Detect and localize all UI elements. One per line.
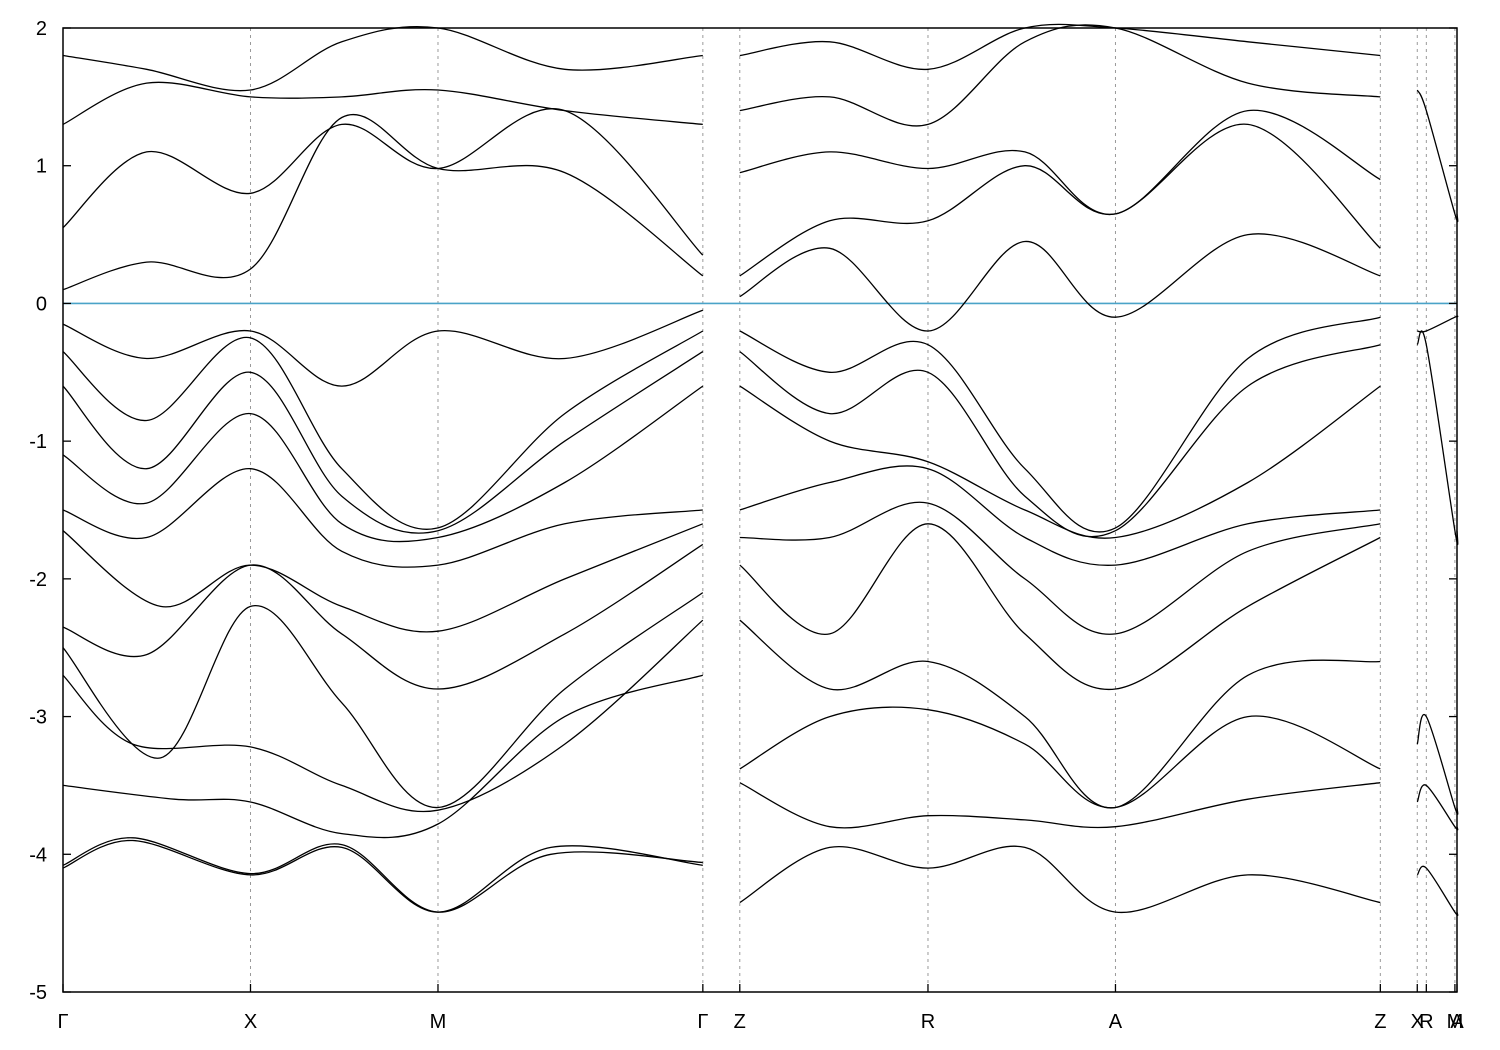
band-line	[739, 619, 1381, 809]
band-line	[62, 309, 704, 387]
band-line	[62, 468, 703, 568]
band-line	[739, 24, 1381, 127]
x-tick-label: A	[1109, 1011, 1123, 1033]
band-series	[62, 23, 1459, 917]
band-line	[62, 385, 704, 543]
band-line	[739, 845, 1381, 914]
band-line	[739, 316, 1381, 533]
x-tick-label: A	[1450, 1011, 1464, 1033]
y-tick-label: 2	[36, 18, 47, 40]
plot-frame	[62, 27, 1458, 993]
band-line	[62, 114, 704, 291]
band-line	[739, 123, 1381, 277]
band-line	[62, 674, 703, 839]
band-line	[62, 543, 704, 690]
y-tick-label: -5	[29, 982, 47, 1004]
x-tick-label: X	[1411, 1011, 1424, 1033]
x-tick-label: Γ	[697, 1011, 708, 1033]
band-line	[739, 523, 1381, 691]
band-line	[739, 465, 1381, 566]
y-tick-label: -4	[29, 844, 47, 866]
y-tick-label: 0	[36, 293, 47, 315]
x-tick-label: R	[1419, 1011, 1433, 1033]
band-line	[62, 26, 703, 92]
band-line	[62, 592, 704, 809]
band-line	[62, 81, 703, 126]
band-line	[739, 233, 1381, 332]
band-line	[62, 839, 703, 913]
band-line	[739, 344, 1381, 538]
x-tick-label: Z	[734, 1011, 746, 1033]
band-line	[62, 837, 703, 913]
band-line	[739, 501, 1381, 635]
x-tick-label: M	[430, 1011, 447, 1033]
x-tick-label: Z	[1374, 1011, 1386, 1033]
band-line	[62, 108, 704, 256]
y-tick-label: -3	[29, 707, 47, 729]
x-tick-label: M	[1447, 1011, 1464, 1033]
y-axis-ticks: 2 1 0 -1 -2 -3 -4 -5	[29, 18, 1457, 1004]
y-tick-label: -2	[29, 569, 47, 591]
band-line	[739, 109, 1381, 215]
band-line	[62, 330, 704, 530]
y-tick-label: -1	[29, 431, 47, 453]
x-tick-label: Γ	[57, 1011, 68, 1033]
band-line	[739, 706, 1381, 809]
band-line	[62, 523, 704, 633]
x-tick-label: R	[921, 1011, 935, 1033]
band-line	[739, 782, 1381, 829]
band-line	[739, 385, 1381, 539]
y-tick-label: 1	[36, 156, 47, 178]
x-axis-ticks: Γ X M Γ Z R A Z XR MA	[57, 984, 1464, 1033]
band-line	[62, 351, 704, 534]
x-tick-label: X	[244, 1011, 257, 1033]
